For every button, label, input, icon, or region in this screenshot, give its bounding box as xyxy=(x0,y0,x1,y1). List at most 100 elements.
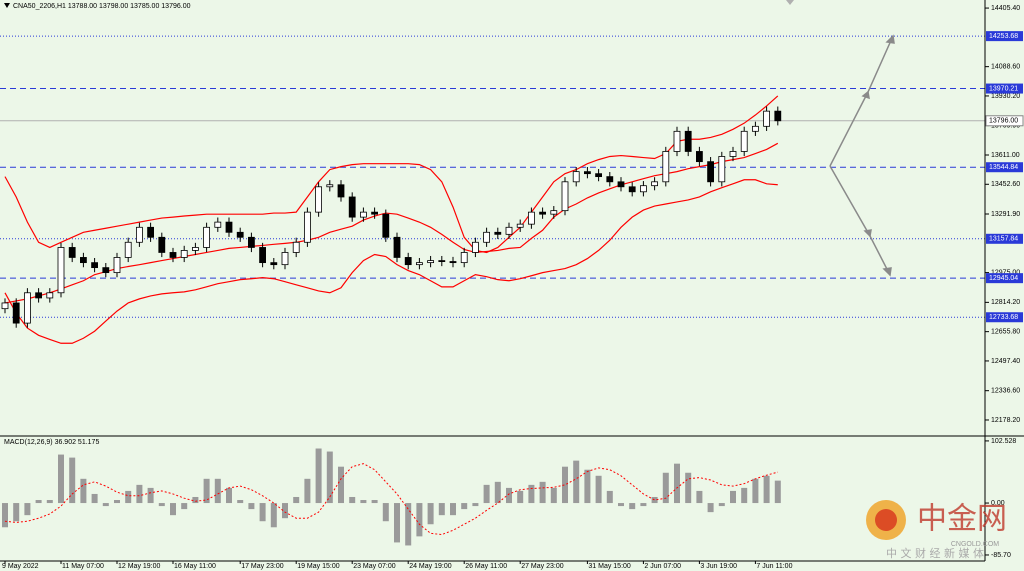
candle-body xyxy=(617,181,625,188)
candle-body xyxy=(281,252,289,266)
macd-bar xyxy=(763,475,770,504)
macd-bar xyxy=(584,469,591,504)
candle-body xyxy=(147,226,155,238)
candle-body xyxy=(80,257,87,264)
candle-body xyxy=(628,186,636,193)
menu-arrow xyxy=(4,3,10,8)
x-tick-label: 31 May 15:00 xyxy=(588,563,631,570)
macd-bar xyxy=(102,503,109,507)
candle-body xyxy=(438,260,446,262)
macd-bar xyxy=(304,478,311,504)
macd-bar xyxy=(730,490,736,504)
candle-body xyxy=(449,261,457,264)
level-label: 14253.68 xyxy=(989,33,1018,40)
macd-bar xyxy=(371,500,378,504)
macd-bar xyxy=(125,490,132,504)
macd-bar xyxy=(618,503,624,507)
candle-body xyxy=(348,196,356,218)
candle-body xyxy=(270,262,278,266)
candle-body xyxy=(595,173,602,178)
x-tick-label: 16 May 11:00 xyxy=(174,563,216,570)
level-label: 13970.21 xyxy=(989,85,1018,92)
band-upper xyxy=(4,95,779,254)
macd-bar xyxy=(506,487,512,504)
macd-bar xyxy=(662,472,669,504)
candle-body xyxy=(606,176,614,183)
macd-bar xyxy=(774,480,781,504)
y-tick-label: 13611.00 xyxy=(991,152,1020,159)
x-tick-label: 23 May 07:00 xyxy=(353,563,396,570)
macd-bar xyxy=(640,503,647,507)
candle-body xyxy=(180,250,188,258)
macd-bar xyxy=(226,487,232,504)
watermark-logo: 中金网 xyxy=(917,502,1007,537)
candle-body xyxy=(740,130,748,152)
y-tick-label: 14088.60 xyxy=(991,63,1020,70)
macd-bar xyxy=(293,496,300,504)
candle-body xyxy=(236,231,244,238)
macd-bar xyxy=(24,503,31,516)
macd-bar xyxy=(651,496,658,504)
macd-bar xyxy=(147,487,154,504)
macd-bar xyxy=(573,460,580,504)
candle-body xyxy=(337,184,345,198)
macd-bar xyxy=(282,503,288,519)
y-tick-label: 12336.60 xyxy=(991,388,1020,395)
y-tick-label: 12178.20 xyxy=(991,417,1020,424)
y-tick-label: 13291.90 xyxy=(991,211,1020,218)
candle-body xyxy=(483,231,491,243)
macd-bar xyxy=(741,487,748,504)
candle-body xyxy=(382,213,390,238)
macd-bar xyxy=(203,478,210,504)
candle-body xyxy=(292,241,300,253)
y-tick-label: 12497.40 xyxy=(991,358,1020,365)
macd-bar xyxy=(114,500,120,504)
candle-body xyxy=(528,211,535,225)
plot-area: 14405.4014088.6013930.2013769.9013611.00… xyxy=(0,5,1024,570)
candle-body xyxy=(684,130,692,152)
candle-body xyxy=(23,292,31,324)
macd-y-tick-label: 102.528 xyxy=(991,438,1016,445)
y-tick-label: 12655.80 xyxy=(991,328,1020,335)
macd-bar xyxy=(349,496,356,504)
candle-body xyxy=(427,260,435,264)
macd-bar xyxy=(416,503,423,537)
macd-bar xyxy=(528,484,535,504)
arrow-head xyxy=(882,267,892,277)
candle-body xyxy=(707,161,714,183)
level-label: 13544.84 xyxy=(989,164,1018,171)
candle-body xyxy=(203,226,211,248)
macd-bar xyxy=(46,500,53,504)
macd-bar xyxy=(248,503,255,510)
macd-bar xyxy=(170,503,176,516)
macd-bar xyxy=(562,466,568,504)
candle-body xyxy=(584,171,591,175)
candle-body xyxy=(102,267,110,274)
macd-bar xyxy=(69,457,76,504)
macd-bar xyxy=(483,484,490,504)
x-tick-label: 3 Jun 19:00 xyxy=(700,563,737,570)
band-middle xyxy=(4,142,779,304)
macd-bar xyxy=(674,463,680,504)
y-tick-label: 12975.00 xyxy=(991,269,1020,276)
watermark-site: CNGOLD.COM xyxy=(951,541,999,548)
arrow-head xyxy=(863,229,872,238)
x-tick-label: 17 May 23:00 xyxy=(241,563,284,570)
level-label-box xyxy=(986,273,1023,284)
macd-bar xyxy=(214,478,221,504)
candle-body xyxy=(561,181,569,212)
level-label-box xyxy=(986,312,1023,323)
candle-body xyxy=(135,226,143,243)
candle-body xyxy=(774,110,782,122)
watermark-tagline: 中 文 财 经 新 媒 体 xyxy=(886,546,984,560)
macd-bar xyxy=(550,487,557,504)
candle-body xyxy=(57,247,65,294)
macd-signal xyxy=(4,463,778,536)
x-tick-label: 12 May 19:00 xyxy=(118,563,161,570)
macd-bar xyxy=(438,503,445,516)
logo-inner xyxy=(875,509,897,531)
projection-arrows xyxy=(829,34,895,277)
macd-bar xyxy=(360,500,367,504)
